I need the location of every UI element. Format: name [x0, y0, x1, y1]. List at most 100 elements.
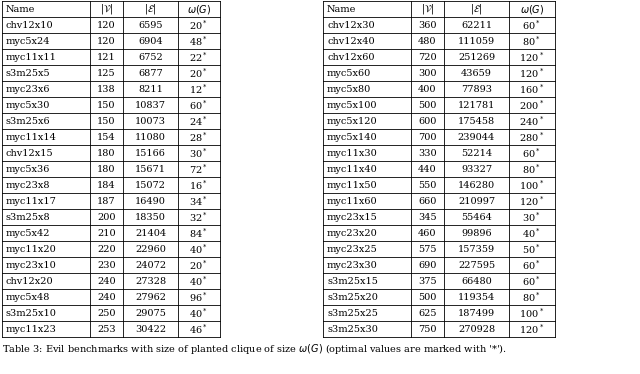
Text: 111059: 111059: [458, 37, 495, 46]
Text: s3m25x6: s3m25x6: [6, 116, 51, 126]
Text: myc11x23: myc11x23: [6, 325, 57, 334]
Text: 187499: 187499: [458, 309, 495, 318]
Text: 66480: 66480: [461, 276, 492, 285]
Text: 175458: 175458: [458, 116, 495, 126]
Text: 210: 210: [97, 229, 116, 237]
Text: chv12x40: chv12x40: [327, 37, 374, 46]
Text: 6877: 6877: [138, 68, 163, 77]
Text: chv12x60: chv12x60: [327, 52, 374, 61]
Text: 345: 345: [418, 212, 437, 221]
Text: 30$^*$: 30$^*$: [189, 146, 209, 160]
Text: 120$^*$: 120$^*$: [520, 322, 545, 336]
Text: 625: 625: [419, 309, 436, 318]
Text: 46$^*$: 46$^*$: [189, 322, 209, 336]
Text: 50$^*$: 50$^*$: [522, 242, 541, 256]
Text: myc5x30: myc5x30: [6, 101, 51, 110]
Text: 48$^*$: 48$^*$: [189, 34, 209, 48]
Text: 84$^*$: 84$^*$: [189, 226, 209, 240]
Text: 60$^*$: 60$^*$: [522, 146, 541, 160]
Text: 230: 230: [97, 261, 116, 270]
Text: myc5x100: myc5x100: [327, 101, 378, 110]
Text: 10837: 10837: [135, 101, 166, 110]
Text: 300: 300: [419, 68, 436, 77]
Text: myc5x24: myc5x24: [6, 37, 51, 46]
Text: 28$^*$: 28$^*$: [189, 130, 209, 144]
Text: myc23x20: myc23x20: [327, 229, 378, 237]
Text: 77893: 77893: [461, 85, 492, 94]
Text: 120: 120: [97, 21, 116, 30]
Text: myc11x40: myc11x40: [327, 165, 378, 174]
Text: 360: 360: [419, 21, 436, 30]
Text: 80$^*$: 80$^*$: [522, 290, 541, 304]
Text: myc11x20: myc11x20: [6, 245, 57, 254]
Text: s3m25x8: s3m25x8: [6, 212, 51, 221]
Text: myc5x120: myc5x120: [327, 116, 378, 126]
Text: 24$^*$: 24$^*$: [189, 114, 209, 128]
Text: myc11x50: myc11x50: [327, 181, 378, 190]
Text: myc11x17: myc11x17: [6, 196, 57, 205]
Text: 280$^*$: 280$^*$: [520, 130, 545, 144]
Text: 32$^*$: 32$^*$: [189, 210, 209, 224]
Text: 10073: 10073: [135, 116, 166, 126]
Text: 40$^*$: 40$^*$: [522, 226, 541, 240]
Text: myc5x80: myc5x80: [327, 85, 371, 94]
Text: $|\mathcal{E}|$: $|\mathcal{E}|$: [470, 2, 483, 16]
Text: 400: 400: [419, 85, 436, 94]
Text: 24072: 24072: [135, 261, 166, 270]
Text: 60$^*$: 60$^*$: [189, 98, 209, 112]
Text: 251269: 251269: [458, 52, 495, 61]
Text: 720: 720: [418, 52, 437, 61]
Text: s3m25x25: s3m25x25: [327, 309, 378, 318]
Text: 138: 138: [97, 85, 116, 94]
Text: 157359: 157359: [458, 245, 495, 254]
Text: 227595: 227595: [458, 261, 495, 270]
Text: 27962: 27962: [135, 292, 166, 301]
Text: 240: 240: [97, 276, 116, 285]
Text: 20$^*$: 20$^*$: [189, 66, 209, 80]
Text: 6752: 6752: [138, 52, 163, 61]
Text: 121781: 121781: [458, 101, 495, 110]
Text: 93327: 93327: [461, 165, 492, 174]
Text: 15166: 15166: [135, 148, 166, 157]
Text: 184: 184: [97, 181, 116, 190]
Text: myc5x36: myc5x36: [6, 165, 51, 174]
Text: chv12x20: chv12x20: [6, 276, 54, 285]
Text: 187: 187: [97, 196, 116, 205]
Text: $|\mathcal{V}|$: $|\mathcal{V}|$: [100, 2, 113, 16]
Text: 15671: 15671: [135, 165, 166, 174]
Text: 60$^*$: 60$^*$: [522, 18, 541, 32]
Text: myc23x15: myc23x15: [327, 212, 378, 221]
Text: 550: 550: [419, 181, 436, 190]
Text: 20$^*$: 20$^*$: [189, 258, 209, 272]
Text: 375: 375: [418, 276, 437, 285]
Text: 180: 180: [97, 165, 116, 174]
Text: 120$^*$: 120$^*$: [520, 194, 545, 208]
Text: 21404: 21404: [135, 229, 166, 237]
Text: myc5x140: myc5x140: [327, 132, 378, 141]
Text: 60$^*$: 60$^*$: [522, 274, 541, 288]
Text: 8211: 8211: [138, 85, 163, 94]
Text: 239044: 239044: [458, 132, 495, 141]
Text: myc11x30: myc11x30: [327, 148, 378, 157]
Text: 6595: 6595: [138, 21, 163, 30]
Text: 27328: 27328: [135, 276, 166, 285]
Text: myc11x60: myc11x60: [327, 196, 378, 205]
Text: 600: 600: [419, 116, 436, 126]
Text: 43659: 43659: [461, 68, 492, 77]
Text: 60$^*$: 60$^*$: [522, 258, 541, 272]
Text: 150: 150: [97, 116, 116, 126]
Text: 80$^*$: 80$^*$: [522, 162, 541, 176]
Text: 52214: 52214: [461, 148, 492, 157]
Text: 11080: 11080: [135, 132, 166, 141]
Text: 30$^*$: 30$^*$: [522, 210, 541, 224]
Text: 22960: 22960: [135, 245, 166, 254]
Text: 500: 500: [419, 292, 436, 301]
Text: myc23x10: myc23x10: [6, 261, 57, 270]
Text: 80$^*$: 80$^*$: [522, 34, 541, 48]
Text: 29075: 29075: [135, 309, 166, 318]
Text: 180: 180: [97, 148, 116, 157]
Text: 30422: 30422: [135, 325, 166, 334]
Text: 100$^*$: 100$^*$: [520, 306, 545, 320]
Text: 22$^*$: 22$^*$: [189, 50, 209, 64]
Text: 150: 150: [97, 101, 116, 110]
